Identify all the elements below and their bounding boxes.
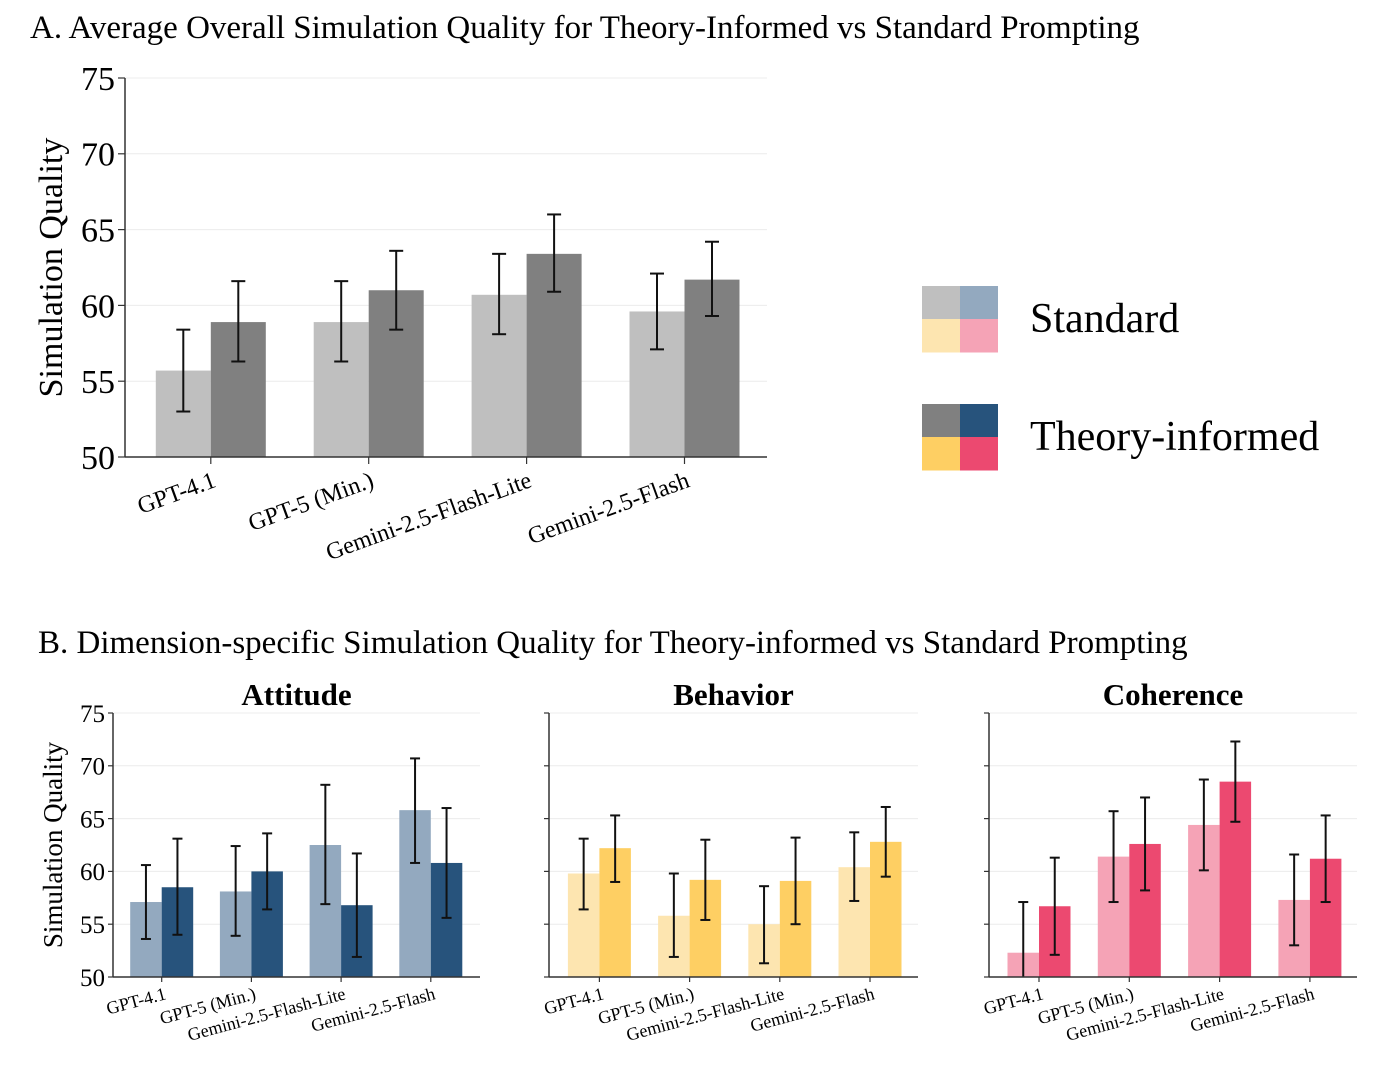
- subplot-title: Behavior: [673, 677, 794, 712]
- error-bar: [389, 249, 404, 331]
- legend-swatch: [922, 286, 960, 320]
- chart-overall: 50 55 60 65 70 75 GPT-4.1 GPT-5 (Min.) Gemini-2.…: [33, 61, 767, 566]
- y-tick-label: 75: [81, 61, 115, 98]
- error-bar: [351, 852, 362, 958]
- y-tick-label: 65: [80, 806, 105, 833]
- legend-swatch: [960, 437, 998, 471]
- legend-swatch: [960, 319, 998, 353]
- x-tick-label: GPT-5 (Min.): [245, 468, 377, 537]
- error-bar: [1108, 810, 1119, 904]
- y-tick-label: 60: [80, 859, 105, 886]
- y-tick-label: 50: [80, 965, 105, 992]
- y-tick-label: 55: [80, 912, 105, 939]
- error-bar: [578, 837, 589, 911]
- error-bar: [230, 845, 241, 937]
- error-bar: [650, 272, 664, 351]
- error-bar: [759, 885, 770, 965]
- error-bar: [176, 328, 191, 413]
- subplot-title: Coherence: [1103, 677, 1244, 712]
- error-bar: [700, 838, 711, 921]
- error-bar: [1198, 778, 1209, 872]
- legend: Standard Theory-informed: [922, 286, 1319, 471]
- error-bar: [547, 213, 562, 293]
- error-bar: [849, 831, 860, 902]
- error-bar: [231, 280, 246, 363]
- legend-swatch: [960, 404, 998, 438]
- legend-label: Theory-informed: [1030, 414, 1319, 460]
- error-bar: [1049, 856, 1060, 956]
- error-bar: [610, 814, 621, 883]
- y-tick-label: 75: [80, 701, 105, 728]
- y-tick-label: 70: [81, 137, 115, 174]
- x-tick-label: Gemini-2.5-Flash: [524, 468, 693, 551]
- error-bar: [1320, 814, 1331, 904]
- error-bar: [668, 872, 679, 958]
- y-tick-label: 55: [81, 364, 115, 401]
- error-bar: [320, 783, 331, 906]
- error-bar: [262, 832, 273, 911]
- error-bar: [492, 252, 507, 336]
- legend-swatch: [922, 319, 960, 353]
- error-bar: [334, 280, 349, 363]
- error-bar: [410, 757, 421, 864]
- error-bar: [1230, 740, 1241, 823]
- legend-swatch: [960, 286, 998, 320]
- x-tick-label: GPT-4.1: [134, 468, 219, 520]
- error-bar: [140, 864, 151, 940]
- subplot-title: Attitude: [241, 677, 351, 712]
- y-axis-label: Simulation Quality: [38, 741, 68, 948]
- panel-b-title: B. Dimension-specific Simulation Quality…: [38, 625, 1188, 661]
- y-tick-label: 65: [81, 213, 115, 250]
- error-bar: [1289, 853, 1300, 947]
- error-bar: [880, 805, 891, 878]
- panel-a-title: A. Average Overall Simulation Quality fo…: [30, 10, 1140, 46]
- y-tick-label: 60: [81, 288, 115, 325]
- legend-item: Theory-informed: [922, 404, 1319, 471]
- error-bar: [1018, 901, 1029, 977]
- error-bar: [441, 807, 452, 919]
- legend-item: Standard: [922, 286, 1179, 353]
- error-bar: [1140, 796, 1151, 892]
- legend-swatch: [922, 437, 960, 471]
- legend-label: Standard: [1030, 296, 1179, 342]
- error-bar: [172, 837, 183, 936]
- error-bar: [790, 836, 801, 926]
- legend-swatch: [922, 404, 960, 438]
- error-bar: [705, 240, 719, 318]
- y-tick-label: 70: [80, 754, 105, 781]
- y-tick-label: 50: [81, 440, 115, 477]
- y-axis-label: Simulation Quality: [33, 138, 70, 398]
